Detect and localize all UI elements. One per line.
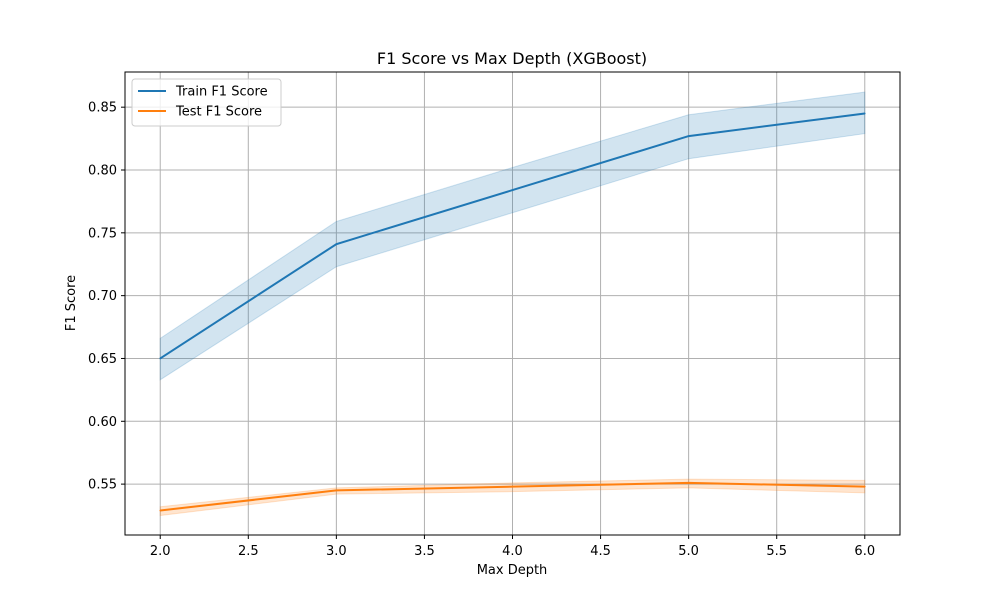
data-point xyxy=(335,489,338,492)
x-tick-label: 5.5 xyxy=(766,544,787,559)
chart-title: F1 Score vs Max Depth (XGBoost) xyxy=(377,49,647,68)
x-tick-label: 3.5 xyxy=(414,544,435,559)
y-axis-label: F1 Score xyxy=(64,275,79,331)
legend-label: Train F1 Score xyxy=(175,85,268,100)
y-tick-label: 0.70 xyxy=(88,289,117,304)
x-tick-label: 4.0 xyxy=(502,544,523,559)
data-point xyxy=(863,112,866,115)
data-point xyxy=(863,485,866,488)
data-point xyxy=(159,357,162,360)
data-point xyxy=(687,482,690,484)
x-tick-label: 3.0 xyxy=(326,544,347,559)
confidence-bands xyxy=(159,91,866,517)
legend-box xyxy=(131,78,282,127)
x-tick-label: 5.0 xyxy=(678,544,699,559)
y-tick-label: 0.55 xyxy=(88,478,117,493)
x-tick-label: 2.5 xyxy=(238,544,259,559)
legend: Train F1 Score Test F1 Score xyxy=(131,78,282,127)
data-point xyxy=(159,509,162,512)
axis-ticks: 2.0 2.5 3.0 3.5 4.0 4.5 5.0 5.5 6.0 0.55 0.60 0.65 0… xyxy=(88,101,875,559)
series-lines xyxy=(159,112,866,512)
data-point xyxy=(687,135,690,137)
y-tick-label: 0.75 xyxy=(88,226,117,241)
x-axis-label: Max Depth xyxy=(477,563,548,578)
y-tick-label: 0.65 xyxy=(88,352,117,367)
legend-label: Test F1 Score xyxy=(175,105,262,120)
confidence-band-test xyxy=(159,478,866,517)
y-tick-label: 0.80 xyxy=(88,164,117,179)
confidence-band-train xyxy=(159,91,866,381)
data-point xyxy=(511,189,514,191)
data-point xyxy=(335,243,338,245)
x-tick-label: 2.0 xyxy=(150,544,171,559)
y-tick-label: 0.60 xyxy=(88,415,117,430)
x-tick-label: 6.0 xyxy=(854,544,875,559)
y-tick-label: 0.85 xyxy=(88,101,117,116)
x-tick-label: 4.5 xyxy=(590,544,611,559)
data-point xyxy=(511,485,514,488)
